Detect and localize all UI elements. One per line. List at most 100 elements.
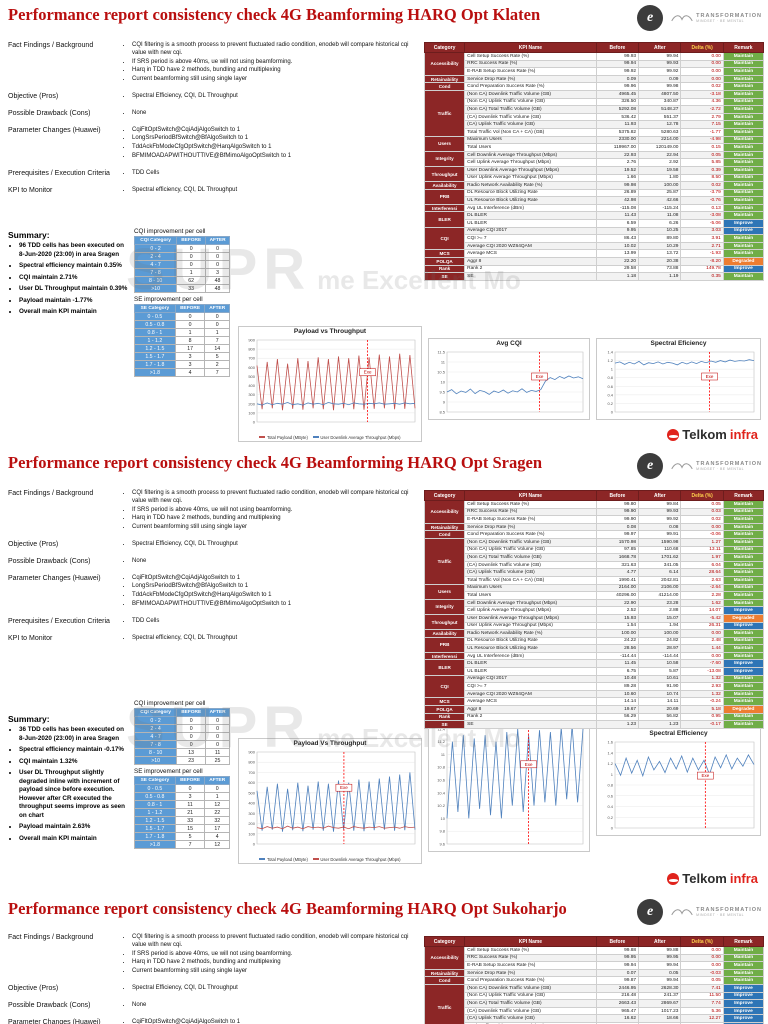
kpi-row: PRB DL Resource Block Utilizing Rate 24.22… xyxy=(423,636,765,653)
table-cell: 3 xyxy=(174,792,206,801)
svg-text:10.5: 10.5 xyxy=(437,370,446,375)
kpi-row: Accessibility Cell Setup Success Rate (%)… xyxy=(423,52,765,76)
kpi-delta: 0.02 xyxy=(680,181,724,190)
kpi-remark: Maintain xyxy=(722,249,765,259)
kpi-delta: -13.08 xyxy=(680,667,724,676)
svg-text:500: 500 xyxy=(248,790,255,795)
kpi-category: Interferensi xyxy=(423,651,466,661)
kpi-name: (CA) Downlink Traffic Volume (GB) xyxy=(464,1006,597,1016)
kpi-table-wrap: Category KPI Name Before After Delta (%) Rema… xyxy=(423,936,765,1024)
table-cell: 1.5 - 1.7 xyxy=(134,824,176,833)
ge-monogram-logo: e xyxy=(637,5,664,31)
table-cell: 0 xyxy=(176,724,207,733)
kpi-remark: Maintain xyxy=(722,976,765,985)
kpi-remark: Maintain xyxy=(722,953,765,963)
table-row: 1.2 - 1.5 33 32 xyxy=(134,816,230,825)
kpi-remark: Maintain xyxy=(722,241,765,251)
kpi-remark: Maintain xyxy=(722,522,765,532)
kpi-name: Avg UL Interference (dBm) xyxy=(464,203,597,213)
report-section-sragen: Performance report consistency check 4G … xyxy=(0,448,768,894)
kpi-name: Rank 2 xyxy=(464,712,597,722)
svg-text:700: 700 xyxy=(248,356,255,361)
kpi-before: 97.85 xyxy=(595,545,640,555)
kpi-row: Retainability Service Drop Rate (%) 0.09 0.… xyxy=(423,74,765,84)
kpi-remark: Maintain xyxy=(722,120,765,129)
kpi-category: Cond xyxy=(423,82,466,91)
table-cell: 48 xyxy=(205,284,230,293)
cqi-improvement-title: CQI improvement per cell xyxy=(134,228,206,235)
info-row: Parameter Changes (Huawei) CqiFltOptSwit… xyxy=(8,575,420,610)
table-cell: 7 xyxy=(174,840,206,849)
kpi-delta: 0.13 xyxy=(680,203,724,213)
table-cell: 1 - 1.2 xyxy=(134,336,176,345)
kpi-after: 89.80 xyxy=(638,234,682,243)
kpi-row: Accessibility Cell Setup Success Rate (%)… xyxy=(423,500,765,524)
svg-text:100: 100 xyxy=(248,831,255,836)
info-rows: Fact Findings / Background CQI filtering… xyxy=(8,42,420,203)
kpi-row: Cond Cond Preparation Success Rate (%) 99.… xyxy=(423,82,765,91)
kpi-name: CQI >= 7 xyxy=(464,682,597,691)
kpi-name: (Non CA) Total Traffic Volume (GB) xyxy=(464,553,597,562)
svg-text:10.8: 10.8 xyxy=(437,765,446,770)
kpi-delta: 8.50 xyxy=(680,173,724,183)
table-row: 1.2 - 1.5 17 14 xyxy=(134,344,230,353)
kpi-remark: Maintain xyxy=(722,598,765,608)
chart-legend: Total Payload (MByte) User Downlink Avera… xyxy=(240,853,420,865)
info-row: Parameter Changes (Huawei) CqiFltOptSwit… xyxy=(8,127,420,162)
kpi-before: 1.23 xyxy=(595,720,640,729)
svg-text:200: 200 xyxy=(248,821,255,826)
svg-text:0: 0 xyxy=(253,842,256,847)
chart-legend: Total Payload (MByte) User Downlink Avera… xyxy=(240,431,420,443)
kpi-name: (CA) Uplink Traffic Volume (GB) xyxy=(464,1014,597,1023)
summary-title: Summary: xyxy=(8,230,50,240)
kpi-before: 86.43 xyxy=(595,234,640,243)
kpi-after: 28.97 xyxy=(638,644,682,653)
table-cell: 3 xyxy=(205,268,230,277)
table-cell: 0 xyxy=(204,784,230,793)
bullet: If SRS period is above 40ms, ue will not… xyxy=(132,507,420,515)
page-title: Performance report consistency check 4G … xyxy=(8,899,567,918)
kpi-before: 2330.00 xyxy=(595,135,640,145)
kpi-name: Total Users xyxy=(464,591,597,600)
kpi-after: 99.91 xyxy=(638,530,682,539)
kpi-before: 2.52 xyxy=(595,606,640,615)
legend-swatch xyxy=(312,435,319,439)
kpi-row: Throughput User Downlink Average Throughp… xyxy=(423,165,765,183)
info-row-bullets: CQI filtering is a smooth process to pre… xyxy=(120,934,420,977)
kpi-col-header: Delta (%) xyxy=(680,490,724,501)
kpi-after: 2.92 xyxy=(638,158,682,167)
kpi-row: Total Traffic Vol (Non CA + CA) (GB) 5375… xyxy=(425,127,765,137)
svg-text:0.6: 0.6 xyxy=(607,384,613,389)
kpi-name: (Non CA) Uplink Traffic Volume (GB) xyxy=(464,97,597,107)
info-row-bullets: CqiFltOptSwitch@CqiAdjAlgoSwitch to 1Lon… xyxy=(120,1019,420,1024)
kpi-after: 10.61 xyxy=(638,674,682,684)
legend-label: Total Payload (MByte) xyxy=(266,856,308,862)
kpi-after: 13.72 xyxy=(638,249,682,259)
table-row: 1 - 1.2 8 7 xyxy=(134,336,230,345)
kpi-delta: 0.00 xyxy=(680,74,724,84)
title-row: Performance report consistency check 4G … xyxy=(8,453,762,479)
chart-canvas: 0 100 200 300 400 500 600 700 800 900 Exe xyxy=(248,750,416,847)
kpi-row: PRB DL Resource Block Utilizing Rate 26.89… xyxy=(423,188,765,205)
kpi-remark: Maintain xyxy=(722,968,765,978)
summary-bullet: Overall main KPI maintain xyxy=(19,308,130,317)
kpi-name: Maximum Users xyxy=(464,135,597,145)
kpi-category: Availability xyxy=(423,629,466,638)
info-row-bullets: CQI filtering is a smooth process to pre… xyxy=(120,42,420,85)
kpi-after: 1017.23 xyxy=(638,1006,682,1016)
page-title: Performance report consistency check 4G … xyxy=(8,5,541,24)
kpi-row: Integrity Cell Downlink Average Throughpu… xyxy=(423,150,765,167)
kpi-after: 241.37 xyxy=(638,991,682,1001)
kpi-row: SE SE 1.18 1.19 0.35 Maintain xyxy=(423,272,765,281)
svg-text:10: 10 xyxy=(441,380,446,385)
kpi-remark: Maintain xyxy=(722,500,765,509)
kpi-delta: 0.02 xyxy=(680,82,724,91)
kpi-before: 24.22 xyxy=(595,636,640,646)
bullet: CqiFltOptSwitch@CqiAdjAlgoSwitch to 1 xyxy=(132,127,420,135)
kpi-remark: Maintain xyxy=(722,165,765,175)
transformation-subtitle: MINDSET · BE MENTAL xyxy=(696,19,745,23)
kpi-before: 19.52 xyxy=(595,165,640,175)
kpi-before: 99.93 xyxy=(595,52,640,61)
bullet: TDD Cells xyxy=(132,618,420,626)
